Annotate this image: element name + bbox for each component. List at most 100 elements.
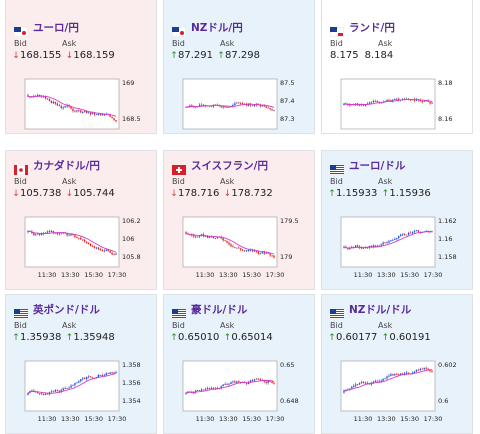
mini-candle-chart[interactable]: 179.5 179 11:30 13:30 15:30 17:30 bbox=[169, 211, 309, 283]
candle-body bbox=[384, 242, 386, 244]
candle-body bbox=[386, 99, 388, 102]
candle-body bbox=[405, 372, 408, 374]
candle-body bbox=[91, 246, 94, 247]
candle-body bbox=[60, 390, 62, 392]
chart-frame bbox=[182, 78, 278, 130]
rate-card-cadjpy[interactable]: カナダドル/円 Bid Ask ↓105.738 ↓105.744 106.2 106 105… bbox=[5, 150, 157, 290]
up-arrow-icon: ↑ bbox=[223, 333, 232, 343]
rate-card-eurusd[interactable]: ユーロ/ドル Bid Ask ↑1.15933 ↑1.15936 1.162 1.16 1.1… bbox=[321, 150, 473, 290]
candle-body bbox=[413, 231, 416, 233]
up-arrow-icon: ↑ bbox=[381, 189, 390, 199]
price-row: ↓168.155 ↓168.159 bbox=[12, 50, 115, 61]
y-tick-label: 1.358 bbox=[122, 361, 141, 369]
candle-body bbox=[232, 246, 234, 248]
candle-body bbox=[212, 387, 215, 389]
ask-label: Ask bbox=[62, 39, 77, 48]
candle-body bbox=[230, 244, 232, 247]
moving-average-line bbox=[185, 379, 275, 394]
candle-body bbox=[400, 234, 402, 237]
currency-pair-link[interactable]: NZドル/円 bbox=[191, 21, 243, 34]
currency-pair-link[interactable]: カナダドル/円 bbox=[33, 159, 100, 172]
moving-average-line bbox=[343, 369, 432, 392]
rate-card-nzdusd[interactable]: NZドル/ドル Bid Ask ↑0.60177 ↑0.60191 0.602 0.6 11:… bbox=[321, 294, 473, 434]
rate-card-chfjpy[interactable]: スイスフラン/円 Bid Ask ↓178.716 ↓178.732 179.5 179 11… bbox=[163, 150, 315, 290]
currency-pair-link[interactable]: 英ポンド/ドル bbox=[33, 303, 100, 316]
candle-body bbox=[66, 388, 68, 389]
card-title-row: スイスフラン/円 bbox=[171, 157, 269, 176]
mini-candle-chart[interactable]: 106.2 106 105.8 11:30 13:30 15:30 17:30 bbox=[11, 211, 151, 283]
y-tick-label: 1.356 bbox=[122, 379, 141, 387]
up-arrow-icon: ↑ bbox=[381, 333, 390, 343]
candle-body bbox=[224, 106, 226, 108]
candle-body bbox=[82, 378, 84, 380]
rate-card-gbpusd[interactable]: 英ポンド/ドル Bid Ask ↑1.35938 ↑1.35948 1.358 1.356 1… bbox=[5, 294, 157, 434]
candle-body bbox=[421, 101, 423, 103]
x-tick-label: 17:30 bbox=[266, 133, 285, 134]
mini-candle-chart[interactable]: 1.162 1.16 1.158 11:30 13:30 15:30 17:30 bbox=[327, 211, 467, 283]
candle-body bbox=[386, 242, 388, 244]
bid-ask-labels: Bid Ask bbox=[14, 39, 76, 48]
candle-body bbox=[403, 233, 406, 235]
candle-body bbox=[101, 250, 104, 252]
mini-candle-chart[interactable]: 0.65 0.648 11:30 13:30 15:30 17:30 bbox=[169, 355, 309, 427]
candle-body bbox=[95, 114, 98, 116]
rate-card-eurjpy[interactable]: ユーロ/円BidAsk↓168.155↓168.159169168.511:30… bbox=[5, 0, 157, 134]
candle-body bbox=[197, 236, 199, 238]
candle-body bbox=[349, 104, 351, 106]
candle-body bbox=[364, 247, 367, 249]
candle-body bbox=[224, 240, 226, 242]
ask-value: 168.159 bbox=[73, 50, 115, 61]
candle-body bbox=[257, 378, 260, 380]
bid-label: Bid bbox=[14, 321, 27, 330]
candle-body bbox=[50, 101, 53, 104]
candle-body bbox=[230, 382, 232, 384]
candle-body bbox=[56, 233, 59, 235]
currency-pair-link[interactable]: NZドル/ドル bbox=[349, 303, 412, 316]
candle-body bbox=[60, 106, 62, 109]
candle-body bbox=[417, 369, 420, 371]
candle-body bbox=[247, 381, 250, 384]
candle-body bbox=[394, 99, 396, 100]
rate-card-zarjpy[interactable]: ランド/円 Bid Ask 8.175 8.184 8.18 8.16 11:30 13:30 1… bbox=[321, 0, 473, 134]
candle-body bbox=[249, 249, 252, 251]
mini-candle-chart[interactable]: 1.358 1.356 1.354 11:30 13:30 15:30 17:30 bbox=[11, 355, 151, 427]
mini-candle-chart[interactable]: 8.18 8.16 11:30 13:30 15:30 17:30 bbox=[327, 73, 467, 133]
candle-body bbox=[423, 100, 425, 102]
candle-body bbox=[415, 230, 418, 232]
currency-pair-link[interactable]: ユーロ/ドル bbox=[349, 159, 406, 172]
rate-card-audusd[interactable]: 豪ドル/ドル Bid Ask ↑0.65010 ↑0.65014 0.65 0.648 11:… bbox=[163, 294, 315, 434]
candle-body bbox=[343, 103, 345, 106]
x-tick-label: 15:30 bbox=[242, 415, 261, 423]
currency-pair-link[interactable]: スイスフラン/円 bbox=[191, 159, 269, 172]
currency-pair-link[interactable]: ランド/円 bbox=[349, 21, 395, 34]
rate-grid: ユーロ/円BidAsk↓168.155↓168.159169168.511:30… bbox=[5, 0, 473, 434]
candle-body bbox=[396, 98, 398, 100]
mini-candle-chart[interactable]: 87.5 87.4 87.3 11:30 13:30 15:30 17:30 bbox=[169, 73, 309, 134]
candle-body bbox=[419, 368, 421, 371]
candle-body bbox=[80, 379, 82, 382]
candle-body bbox=[360, 382, 363, 384]
y-tick-label: 169 bbox=[122, 79, 134, 87]
mini-candle-chart[interactable]: 169 168.5 11:30 13:30 15:30 17:30 bbox=[11, 73, 151, 133]
x-tick-label: 13:30 bbox=[377, 415, 396, 423]
currency-pair-link[interactable]: 豪ドル/ドル bbox=[191, 303, 248, 316]
candle-body bbox=[362, 247, 365, 249]
currency-pair-link[interactable]: ユーロ/円 bbox=[33, 21, 79, 34]
moving-average-line bbox=[27, 373, 117, 394]
y-tick-label: 168.5 bbox=[122, 115, 141, 123]
candle-body bbox=[370, 102, 373, 103]
candle-body bbox=[85, 376, 88, 379]
candle-body bbox=[245, 104, 248, 106]
candle-body bbox=[44, 96, 47, 99]
candle-body bbox=[37, 94, 39, 96]
candle-body bbox=[54, 232, 57, 234]
ask-value: 105.744 bbox=[73, 188, 115, 199]
mini-candle-chart[interactable]: 0.602 0.6 11:30 13:30 15:30 17:30 bbox=[327, 355, 467, 427]
rate-card-nzdjpy[interactable]: NZドル/円BidAsk↑87.291↑87.29887.587.487.311… bbox=[163, 0, 315, 134]
candle-body bbox=[271, 109, 273, 111]
candle-body bbox=[236, 247, 238, 249]
y-tick-label: 1.16 bbox=[438, 235, 452, 243]
y-tick-label: 179.5 bbox=[280, 217, 299, 225]
candle-body bbox=[382, 242, 384, 245]
down-arrow-icon: ↓ bbox=[170, 189, 178, 199]
